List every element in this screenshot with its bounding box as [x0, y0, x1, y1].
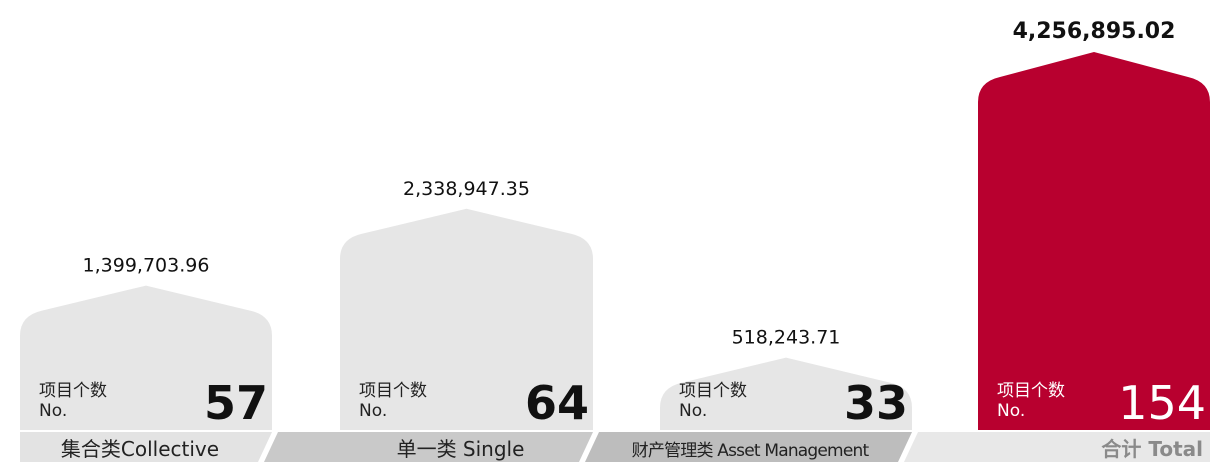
bar [660, 357, 912, 430]
category-strip [264, 432, 593, 462]
bar [20, 285, 272, 430]
category-label: 单一类 Single [397, 437, 525, 461]
category-label: 财产管理类 Asset Management [632, 441, 870, 461]
category-strip [20, 432, 272, 462]
count-label: 项目个数 [997, 381, 1065, 401]
count-label: 项目个数 [679, 381, 747, 401]
category-strip [585, 432, 912, 462]
category-label: 合计 Total [1101, 437, 1203, 461]
count-unit: No. [679, 401, 707, 421]
value-label: 518,243.71 [732, 327, 841, 349]
count-label: 项目个数 [39, 381, 107, 401]
count-unit: No. [997, 401, 1025, 421]
count-value: 64 [525, 376, 589, 430]
category-label: 集合类Collective [61, 437, 219, 461]
value-label: 2,338,947.35 [403, 178, 530, 200]
bar [978, 52, 1210, 430]
count-value: 57 [204, 376, 268, 430]
category-strip [904, 432, 1210, 462]
count-value: 33 [844, 376, 908, 430]
count-unit: No. [359, 401, 387, 421]
value-label: 4,256,895.02 [1013, 19, 1176, 44]
count-value: 154 [1118, 376, 1206, 430]
bar [340, 208, 593, 430]
count-unit: No. [39, 401, 67, 421]
value-label: 1,399,703.96 [83, 255, 210, 277]
count-label: 项目个数 [359, 381, 427, 401]
